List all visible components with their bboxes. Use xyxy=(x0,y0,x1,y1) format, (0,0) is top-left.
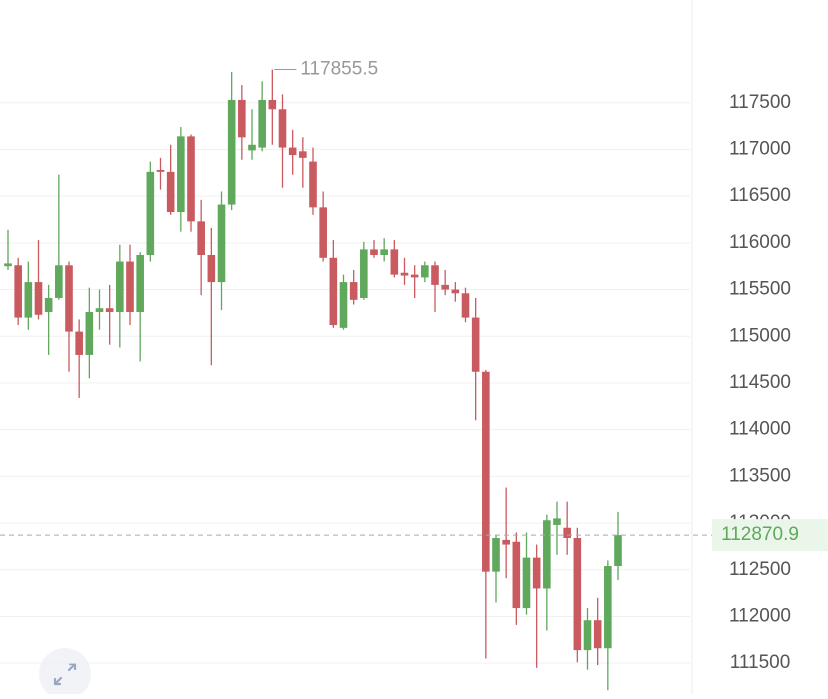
candle-body xyxy=(65,265,73,332)
candle-body xyxy=(461,293,470,318)
candle-body xyxy=(390,249,399,275)
max-label: 117855.5 xyxy=(300,59,378,80)
candle-body xyxy=(471,317,480,372)
y-tick-label: 113500 xyxy=(729,465,791,486)
y-tick-label: 115000 xyxy=(729,325,791,346)
candle-body xyxy=(421,265,429,278)
candle-body xyxy=(410,274,419,278)
candle-body xyxy=(248,144,256,151)
candle-body xyxy=(502,539,510,545)
candle-body xyxy=(583,620,592,651)
candle-body xyxy=(146,171,155,255)
candle-body xyxy=(278,109,287,148)
candle-body xyxy=(309,161,317,208)
candle-body xyxy=(339,282,348,328)
current-price-label: 112870.9 xyxy=(721,524,799,545)
candle-body xyxy=(85,311,94,355)
grid xyxy=(0,102,690,664)
candle-body xyxy=(299,151,307,158)
candle-body xyxy=(197,221,205,255)
y-tick-label: 112500 xyxy=(729,559,791,580)
candle-body xyxy=(105,308,114,312)
candle-body xyxy=(553,518,561,525)
y-tick-label: 117500 xyxy=(729,92,791,113)
candle-body xyxy=(400,272,409,276)
candle-body xyxy=(492,538,500,572)
y-tick-label: 117000 xyxy=(729,138,791,159)
y-tick-label: 116500 xyxy=(729,185,791,206)
candle-body xyxy=(441,284,449,290)
expand-button[interactable] xyxy=(39,648,91,699)
candle-body xyxy=(4,263,12,267)
candle-body xyxy=(329,257,338,326)
candle-body xyxy=(217,204,226,283)
candle-body xyxy=(288,147,297,156)
candle-body xyxy=(227,99,236,205)
candle-body xyxy=(543,520,551,589)
y-tick-label: 112000 xyxy=(729,605,791,626)
candle-body xyxy=(24,282,33,318)
candle-body xyxy=(604,566,612,649)
candle-body xyxy=(166,171,175,213)
candle-body xyxy=(238,99,246,138)
candle-body xyxy=(136,254,144,312)
candle-body xyxy=(431,265,439,285)
y-tick-label: 115500 xyxy=(729,279,791,300)
candle-body xyxy=(360,249,368,298)
candle-body xyxy=(512,541,521,609)
candle-body xyxy=(319,207,327,258)
candle-body xyxy=(370,249,378,255)
candle-body xyxy=(187,136,195,222)
candle-body xyxy=(268,99,277,110)
y-tick-label: 116000 xyxy=(729,232,791,253)
candle-body xyxy=(55,265,63,298)
candle-body xyxy=(116,261,124,312)
candle-body xyxy=(451,289,460,294)
y-tick-label: 111500 xyxy=(730,652,791,673)
candle-body xyxy=(522,557,531,609)
candle-body xyxy=(44,297,53,312)
candle-body xyxy=(126,261,134,312)
candle-body xyxy=(34,282,43,315)
candle-body xyxy=(563,527,571,539)
candle-body xyxy=(258,99,266,148)
candle-body xyxy=(177,136,185,213)
candle-body xyxy=(207,254,216,283)
candle-body xyxy=(349,282,358,300)
y-tick-label: 114500 xyxy=(729,372,791,393)
candle-body xyxy=(156,169,165,172)
candle-body xyxy=(573,538,582,651)
expand-icon[interactable] xyxy=(53,662,77,686)
candle-body xyxy=(380,249,388,255)
y-tick-label: 114000 xyxy=(729,419,791,440)
candle-body xyxy=(482,371,490,572)
candle-body xyxy=(593,620,602,649)
candle-body xyxy=(532,557,541,589)
candle-body xyxy=(614,535,622,567)
current-price-bg xyxy=(712,519,828,552)
expand-button-bg[interactable] xyxy=(39,648,91,699)
candle-body xyxy=(14,265,22,318)
candle-body xyxy=(95,308,104,312)
candle-body xyxy=(75,331,83,355)
